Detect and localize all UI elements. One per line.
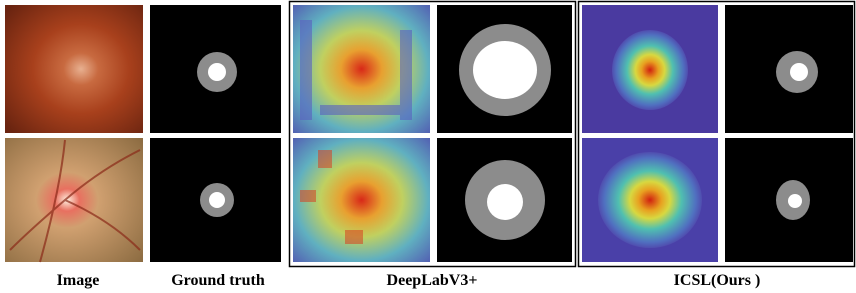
fundus-image bbox=[5, 138, 143, 262]
caption: DeepLabV3+ bbox=[387, 272, 478, 289]
fundus-image bbox=[5, 5, 143, 133]
caption: Image bbox=[57, 272, 100, 289]
mask-cup bbox=[788, 194, 802, 208]
mask-cup bbox=[487, 184, 523, 220]
mask-cup bbox=[473, 41, 537, 99]
mask-cup bbox=[790, 63, 808, 81]
heatmap-spot bbox=[598, 152, 702, 248]
caption: ICSL(Ours ) bbox=[674, 272, 761, 289]
caption: Ground truth bbox=[171, 272, 265, 289]
figure: Image Ground truth DeepLabV3+ ICSL(Ours … bbox=[0, 0, 856, 293]
mask-cup bbox=[209, 192, 225, 208]
heatmap-spot bbox=[612, 30, 688, 110]
mask-cup bbox=[208, 63, 226, 81]
